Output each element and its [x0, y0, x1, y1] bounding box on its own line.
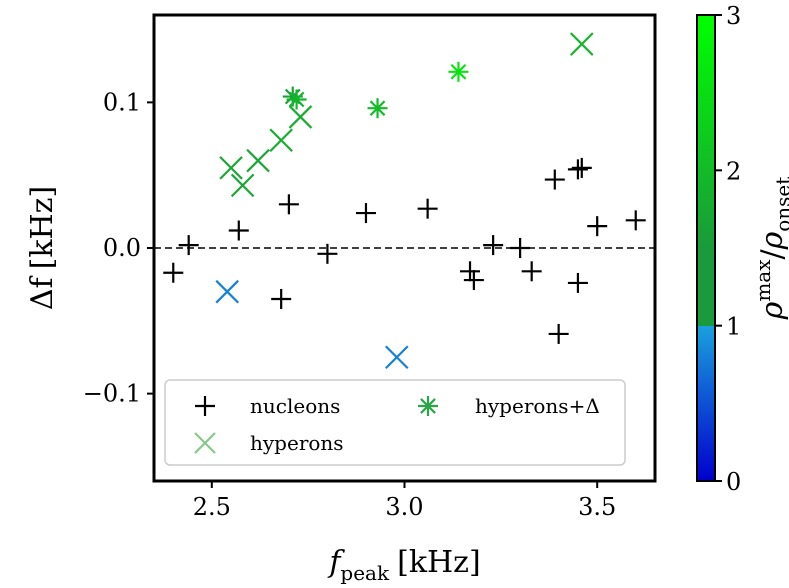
- hyperon-point: [269, 128, 293, 153]
- nucleon-point: [587, 216, 608, 237]
- nucleon-point: [544, 169, 565, 190]
- nucleon-point: [178, 235, 199, 256]
- y-axis-ticks: −0.1 0.0 0.1: [83, 88, 154, 408]
- hyperon-point: [385, 345, 409, 369]
- legend-nucleons-label: nucleons: [250, 394, 340, 418]
- colorbar-ticks: 0 1 2 3: [715, 2, 741, 496]
- x-axis-ticks: 2.5 3.0 3.5: [193, 481, 616, 521]
- legend-plus-marker: [195, 396, 215, 416]
- hyperon-point: [288, 105, 313, 129]
- nucleon-point: [625, 210, 646, 231]
- nucleon-point: [271, 288, 292, 309]
- y-tick-label: 0.0: [103, 234, 141, 262]
- colorbar-label: ρmax/ρonset: [751, 177, 789, 321]
- hyperon-point: [569, 32, 594, 56]
- nucleon-point: [521, 261, 542, 282]
- hyperon-delta-point: [448, 61, 469, 82]
- hyperon-delta-point: [286, 89, 307, 110]
- x-tick-label: 2.5: [193, 493, 231, 521]
- nucleon-point: [548, 323, 569, 344]
- nucleon-point: [567, 272, 588, 293]
- y-tick-label: −0.1: [83, 380, 141, 408]
- colorbar: [696, 14, 716, 482]
- nucleon-point: [278, 194, 299, 215]
- legend: nucleons hyperons hyperons+Δ: [164, 379, 626, 466]
- nucleon-point: [463, 270, 484, 291]
- nucleon-point: [567, 159, 588, 180]
- nucleon-point: [228, 220, 249, 241]
- nucleon-point: [460, 261, 481, 282]
- colorbar-tick-label: 2: [726, 157, 741, 185]
- hyperon-point: [215, 279, 240, 304]
- x-tick-label: 3.5: [578, 493, 616, 521]
- hyperon-delta-point: [367, 98, 388, 119]
- data-markers: [163, 32, 646, 369]
- legend-nucleons-marker: [195, 396, 215, 416]
- colorbar-tick-label: 0: [726, 468, 741, 496]
- legend-hyperons-delta-label: hyperons+Δ: [475, 394, 600, 418]
- colorbar-tick-label: 3: [726, 2, 741, 30]
- nucleon-point: [417, 198, 438, 219]
- nucleon-point: [317, 243, 338, 264]
- legend-hyperons-label: hyperons: [250, 431, 344, 455]
- colorbar-tick-label: 1: [726, 313, 741, 341]
- y-axis-label: Δf[kHz]: [25, 186, 60, 310]
- legend-asterisk-marker: [418, 396, 438, 416]
- x-axis-label: fpeak [kHz]: [327, 545, 480, 585]
- nucleon-point: [510, 238, 531, 258]
- nucleon-point: [163, 262, 184, 283]
- legend-hyperons-marker: [194, 432, 216, 454]
- nucleon-point: [355, 203, 376, 224]
- nucleon-point: [483, 235, 504, 256]
- hyperon-point: [246, 148, 270, 173]
- hyperon-point: [219, 156, 243, 180]
- nucleon-point: [571, 157, 592, 178]
- legend-box: [164, 379, 626, 466]
- legend-x-marker: [194, 432, 216, 454]
- x-tick-label: 3.0: [385, 493, 423, 521]
- hyperon-point: [230, 173, 255, 198]
- y-tick-label: 0.1: [103, 88, 141, 116]
- legend-hyperons-delta-marker: [418, 396, 438, 416]
